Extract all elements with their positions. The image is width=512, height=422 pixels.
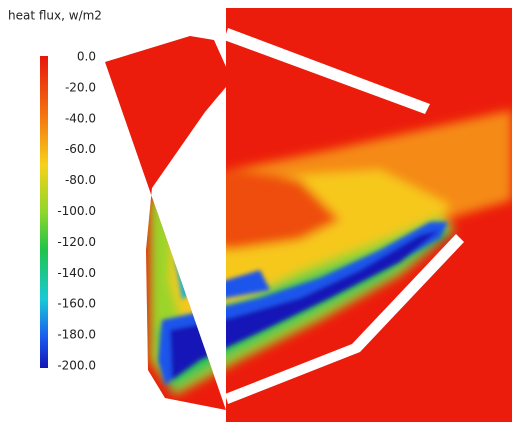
- colorbar-tick-label: -160.0: [57, 297, 96, 311]
- colorbar-tick-label: -200.0: [57, 359, 96, 373]
- colorbar-tick-label: -140.0: [57, 266, 96, 280]
- colorbar-title: heat flux, w/m2: [8, 9, 102, 23]
- page: heat flux, w/m2 0.0 -20.0 -40.0 -60.0 -80.0 -…: [0, 0, 512, 422]
- colorbar-ticks: 0.0 -20.0 -40.0 -60.0 -80.0 -100.0 -120.0 -140.…: [57, 50, 96, 373]
- colorbar-tick-label: -60.0: [65, 142, 96, 156]
- figure: heat flux, w/m2 0.0 -20.0 -40.0 -60.0 -80.0 -…: [0, 0, 512, 422]
- colorbar-tick-label: -100.0: [57, 204, 96, 218]
- colorbar-tick-label: -120.0: [57, 235, 96, 249]
- colorbar-tick-label: -180.0: [57, 328, 96, 342]
- colorbar-tick-label: 0.0: [77, 50, 96, 64]
- colorbar-tick-label: -40.0: [65, 111, 96, 125]
- colorbar: [40, 56, 48, 368]
- colorbar-tick-label: -20.0: [65, 80, 96, 94]
- colorbar-tick-label: -80.0: [65, 173, 96, 187]
